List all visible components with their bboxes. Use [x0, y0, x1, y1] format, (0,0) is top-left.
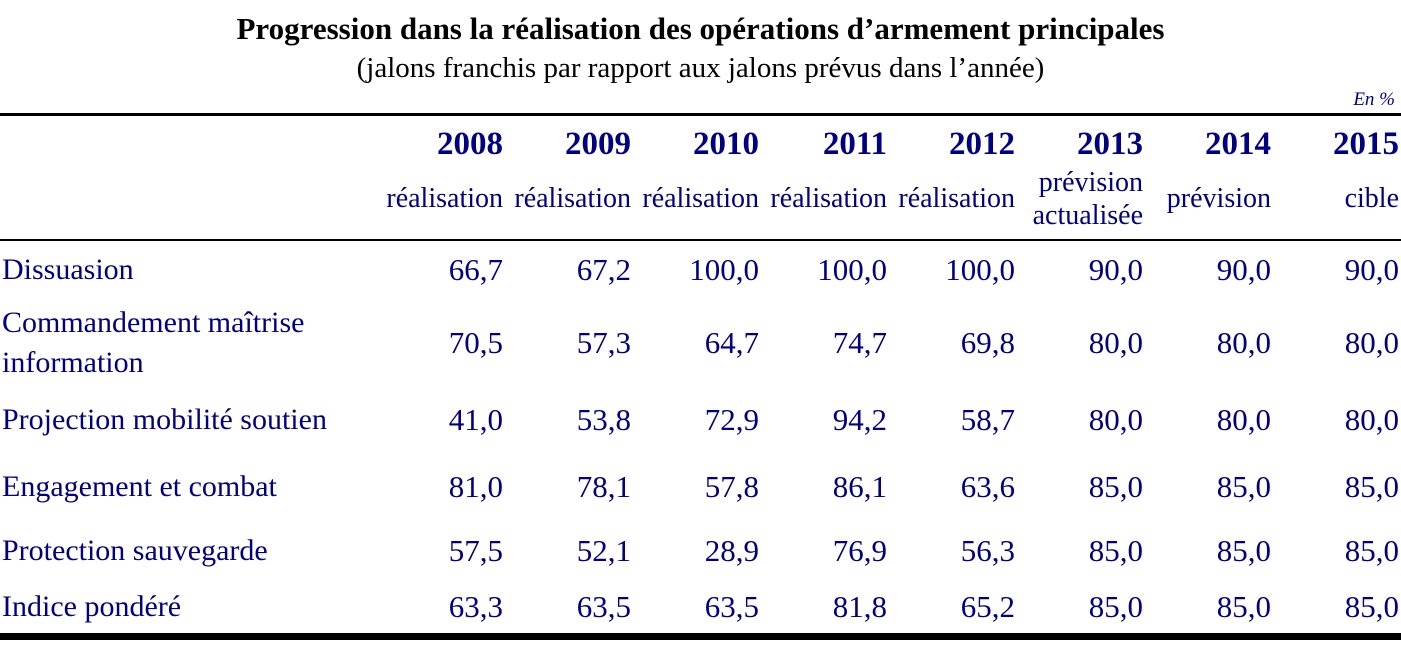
sublabel-header-2014: prévision — [1145, 164, 1273, 241]
performance-table: 2008 2009 2010 2011 2012 2013 2014 2015 réalisa… — [0, 113, 1401, 640]
sublabel-header-2012: réalisation — [889, 164, 1017, 241]
cell-value: 57,8 — [704, 468, 759, 504]
table-row: Protection sauvegarde 57,5 52,1 28,9 76,9 56,… — [0, 520, 1401, 582]
cell-value: 100,0 — [945, 252, 1015, 287]
cell-value: 85,0 — [1216, 589, 1271, 625]
row-label: Projection mobilité soutien — [2, 402, 327, 436]
row-label: Commandement maîtrise information — [2, 305, 305, 379]
cell-value: 28,9 — [704, 532, 759, 568]
cell-value: 80,0 — [1216, 401, 1271, 437]
cell-value: 85,0 — [1344, 532, 1399, 568]
cell-value: 85,0 — [1088, 532, 1143, 568]
cell-value: 69,8 — [960, 324, 1015, 360]
row-label: Engagement et combat — [2, 469, 277, 503]
cell-value: 70,5 — [448, 324, 503, 360]
cell-value: 86,1 — [832, 468, 887, 504]
sublabel-header-2015: cible — [1273, 164, 1401, 241]
cell-value: 94,2 — [832, 401, 887, 437]
cell-value: 80,0 — [1344, 401, 1399, 437]
cell-value: 85,0 — [1344, 468, 1399, 504]
cell-value: 63,5 — [704, 589, 759, 625]
cell-value: 57,3 — [576, 324, 631, 360]
header-row-years: 2008 2009 2010 2011 2012 2013 2014 2015 — [0, 114, 1401, 241]
row-label: Indice pondéré — [2, 590, 182, 624]
year-header-2014: 2014 — [1205, 125, 1271, 162]
table-row: Commandement maîtrise information 70,5 57,… — [0, 300, 1401, 386]
cell-value: 41,0 — [448, 401, 503, 437]
cell-value: 85,0 — [1088, 589, 1143, 625]
cell-value: 85,0 — [1088, 468, 1143, 504]
cell-value: 80,0 — [1088, 324, 1143, 360]
unit-label: En % — [1353, 89, 1395, 110]
header-spacer-cell — [0, 114, 377, 241]
cell-value: 63,6 — [960, 468, 1015, 504]
cell-value: 63,3 — [448, 589, 503, 625]
cell-value: 100,0 — [689, 252, 759, 287]
cell-value: 63,5 — [576, 589, 631, 625]
page-subtitle: (jalons franchis par rapport aux jalons … — [356, 52, 1045, 84]
table-row: Engagement et combat 81,0 78,1 57,8 86,1 63,6… — [0, 454, 1401, 520]
table-row: Projection mobilité soutien 41,0 53,8 72,9 9… — [0, 386, 1401, 454]
sublabel-header-2009: réalisation — [505, 164, 633, 241]
cell-value: 72,9 — [704, 401, 759, 437]
table-row: Indice pondéré 63,3 63,5 63,5 81,8 65,2 85,0 85… — [0, 582, 1401, 637]
sublabel-header-2013: prévision actualisée — [1017, 164, 1145, 241]
cell-value: 100,0 — [817, 252, 887, 287]
sublabel-header-2011: réalisation — [761, 164, 889, 241]
cell-value: 52,1 — [576, 532, 631, 568]
year-header-2009: 2009 — [565, 125, 631, 162]
table-body: Dissuasion 66,7 67,2 100,0 100,0 100,0 90,0 90,… — [0, 240, 1401, 637]
row-label: Dissuasion — [2, 253, 134, 286]
year-header-2011: 2011 — [822, 125, 887, 162]
row-label: Protection sauvegarde — [2, 533, 268, 567]
cell-value: 76,9 — [832, 532, 887, 568]
cell-value: 85,0 — [1216, 532, 1271, 568]
cell-value: 85,0 — [1344, 589, 1399, 625]
cell-value: 90,0 — [1344, 252, 1399, 287]
cell-value: 80,0 — [1216, 324, 1271, 360]
cell-value: 57,5 — [448, 532, 503, 568]
table-row: Dissuasion 66,7 67,2 100,0 100,0 100,0 90,0 90,… — [0, 240, 1401, 300]
year-header-2012: 2012 — [949, 125, 1015, 162]
cell-value: 85,0 — [1216, 468, 1271, 504]
year-header-2010: 2010 — [693, 125, 759, 162]
cell-value: 81,0 — [448, 468, 503, 504]
cell-value: 80,0 — [1344, 324, 1399, 360]
cell-value: 65,2 — [960, 589, 1015, 625]
table-header: 2008 2009 2010 2011 2012 2013 2014 2015 réalisa… — [0, 114, 1401, 241]
year-header-2013: 2013 — [1077, 125, 1143, 162]
cell-value: 53,8 — [576, 401, 631, 437]
cell-value: 80,0 — [1088, 401, 1143, 437]
cell-value: 78,1 — [576, 468, 631, 504]
year-header-2008: 2008 — [437, 125, 503, 162]
cell-value: 81,8 — [832, 589, 887, 625]
cell-value: 64,7 — [704, 324, 759, 360]
sublabel-header-2010: réalisation — [633, 164, 761, 241]
header-row-sublabels: réalisation réalisation réalisation réalisa… — [0, 164, 1401, 241]
sublabel-header-2008: réalisation — [377, 164, 505, 241]
year-header-2015: 2015 — [1333, 125, 1399, 162]
cell-value: 90,0 — [1088, 252, 1143, 287]
cell-value: 58,7 — [960, 401, 1015, 437]
cell-value: 67,2 — [576, 252, 631, 287]
cell-value: 56,3 — [960, 532, 1015, 568]
cell-value: 66,7 — [448, 252, 503, 287]
cell-value: 90,0 — [1216, 252, 1271, 287]
cell-value: 74,7 — [832, 324, 887, 360]
page-title: Progression dans la réalisation des opér… — [236, 11, 1165, 46]
